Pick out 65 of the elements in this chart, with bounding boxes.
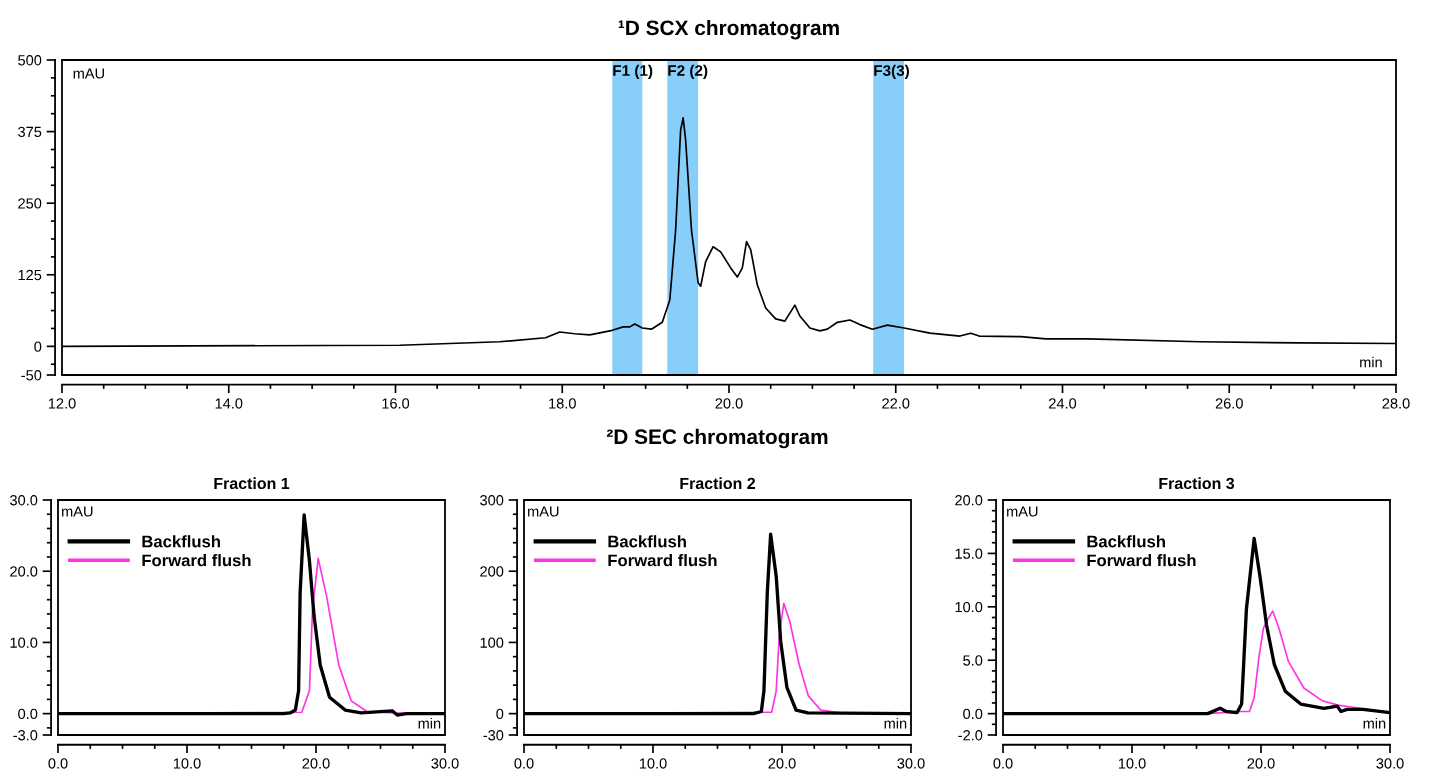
x-tick-label: 20.0 <box>715 398 743 409</box>
y-tick-label: 0.0 <box>963 708 983 720</box>
y-tick-label: -50 <box>21 370 42 381</box>
x-tick-label: 22.0 <box>882 398 910 409</box>
y-tick-label: 10.0 <box>955 601 983 613</box>
y-tick-label: 0.0 <box>18 708 38 720</box>
chart-title: ¹D SCX chromatogram <box>618 19 839 40</box>
annotation: mAU <box>528 506 559 517</box>
y-tick-label: 200 <box>480 566 504 577</box>
y-tick-label: 100 <box>480 637 504 648</box>
y-tick-label: 0 <box>34 341 42 352</box>
legend-label: Forward flush <box>608 554 717 567</box>
legend-label: Forward flush <box>1087 554 1196 567</box>
y-tick-label: -2.0 <box>958 730 983 741</box>
x-tick-label: 16.0 <box>382 398 410 409</box>
x-tick-label: 18.0 <box>549 398 576 409</box>
y-tick-label: 5.0 <box>963 655 983 666</box>
x-tick-label: 30.0 <box>1376 758 1404 769</box>
annotation: mAU <box>62 506 93 517</box>
band-label: F2 (2) <box>668 64 708 79</box>
x-tick-label: 0.0 <box>48 758 68 769</box>
y-tick-label: 10.0 <box>10 637 38 648</box>
y-tick-label: 15.0 <box>955 548 983 559</box>
y-tick-label: 250 <box>18 198 42 209</box>
y-tick-label: 300 <box>480 495 504 506</box>
band-label: F3(3) <box>874 64 909 79</box>
x-tick-label: 20.0 <box>1247 758 1275 769</box>
x-tick-label: 0.0 <box>993 758 1013 769</box>
y-tick-label: 20.0 <box>955 495 983 506</box>
x-tick-label: 12.0 <box>48 398 76 409</box>
y-tick-label: 20.0 <box>10 566 38 577</box>
y-tick-label: 30.0 <box>10 495 38 506</box>
x-tick-label: 30.0 <box>897 758 925 769</box>
y-tick-label: -3.0 <box>13 730 38 741</box>
x-tick-label: 28.0 <box>1382 398 1410 409</box>
band-label: F1 (1) <box>613 64 653 79</box>
x-tick-label: 24.0 <box>1049 398 1077 409</box>
x-tick-label: 0.0 <box>514 758 534 769</box>
annotation: mAU <box>73 68 104 79</box>
legend-label: Backflush <box>142 535 220 548</box>
annotation: min <box>884 717 907 729</box>
y-tick-label: -30 <box>483 730 504 741</box>
chart-title: Fraction 2 <box>680 477 756 490</box>
annotation: min <box>1360 356 1382 368</box>
chart-title: Fraction 3 <box>1159 477 1235 490</box>
annotation: min <box>1363 717 1386 729</box>
x-tick-label: 10.0 <box>639 758 667 769</box>
x-tick-label: 10.0 <box>173 758 201 769</box>
y-tick-label: 500 <box>18 55 42 66</box>
x-tick-label: 26.0 <box>1215 398 1243 409</box>
x-tick-label: 10.0 <box>1118 758 1146 769</box>
x-tick-label: 14.0 <box>215 398 243 409</box>
x-tick-label: 20.0 <box>768 758 796 769</box>
y-tick-label: 125 <box>18 269 42 281</box>
annotation: mAU <box>1007 506 1038 517</box>
text: ²D SEC chromatogram <box>606 428 828 449</box>
y-tick-label: 375 <box>18 126 42 138</box>
y-tick-label: 0 <box>496 708 504 720</box>
legend-label: Forward flush <box>142 554 251 567</box>
legend-label: Backflush <box>608 535 686 548</box>
x-tick-label: 30.0 <box>431 758 459 769</box>
x-tick-label: 20.0 <box>302 758 330 769</box>
legend-label: Backflush <box>1087 535 1165 548</box>
chart-title: Fraction 1 <box>214 477 290 490</box>
annotation: min <box>418 717 441 729</box>
